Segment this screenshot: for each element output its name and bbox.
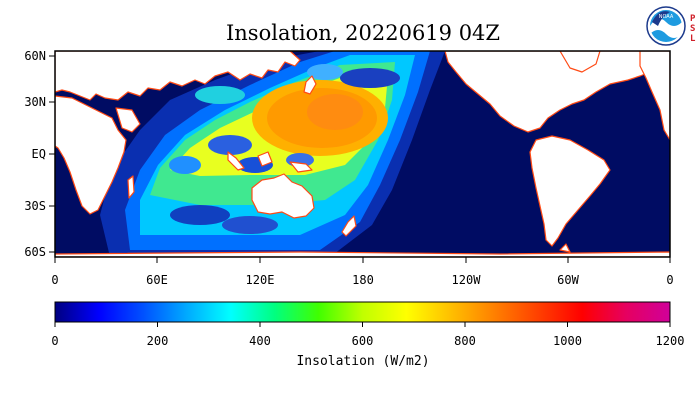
insolation-map	[55, 51, 670, 257]
arabia-land	[115, 107, 141, 133]
lon-label-120e: 120E	[246, 273, 275, 287]
lon-label-0: 0	[51, 273, 58, 287]
colorbar-ticks: 0 200 400 600 800 1000 1200	[51, 322, 684, 348]
colorbar-tick-label: 0	[51, 334, 58, 348]
africa-land	[55, 95, 127, 215]
australia-land	[251, 173, 315, 219]
psl-letter-l: L	[690, 34, 696, 44]
longitude-axis: 0 60E 120E 180 120W 60W 0	[51, 257, 674, 287]
colorbar-gradient	[54, 301, 671, 323]
new-zealand-land	[341, 215, 357, 237]
lat-label-60s: 60S	[24, 245, 46, 259]
lat-label-60n: 60N	[24, 49, 46, 63]
new-guinea-land	[289, 161, 313, 173]
antarctic-peninsula	[559, 243, 571, 253]
latitude-axis: 60N 30N EQ 30S 60S	[24, 49, 55, 259]
colorbar-tick-label: 1200	[656, 334, 685, 348]
eurasia-land	[55, 51, 301, 101]
colorbar-label: Insolation (W/m2)	[296, 354, 429, 369]
lat-label-30s: 30S	[24, 199, 46, 213]
lon-label-60w: 60W	[557, 273, 579, 287]
noaa-logo: NOAA	[646, 6, 686, 46]
psl-logo: P S L	[690, 14, 696, 44]
europe-west-land	[639, 51, 670, 141]
borneo-land	[257, 151, 273, 167]
sumatra-land	[227, 151, 245, 171]
colorbar-tick-label: 400	[249, 334, 271, 348]
noaa-logo-text: NOAA	[659, 14, 674, 20]
greenland-land	[559, 51, 601, 73]
lat-label-eq: EQ	[32, 147, 46, 161]
figure-title: Insolation, 20220619 04Z	[226, 21, 500, 45]
madagascar-land	[127, 175, 135, 199]
psl-letter-s: S	[690, 24, 695, 34]
antarctica-land	[55, 251, 670, 257]
south-america-land	[529, 135, 611, 247]
colorbar: 0 200 400 600 800 1000 1200 Insolation (W/m2)	[51, 301, 684, 369]
lon-label-0-end: 0	[666, 273, 673, 287]
land-masses	[55, 51, 670, 257]
lat-label-30n: 30N	[24, 95, 46, 109]
colorbar-tick-label: 1000	[553, 334, 582, 348]
colorbar-tick-label: 200	[147, 334, 169, 348]
colorbar-tick-label: 600	[352, 334, 374, 348]
colorbar-tick-label: 800	[454, 334, 476, 348]
lon-label-120w: 120W	[452, 273, 482, 287]
psl-letter-p: P	[690, 14, 696, 24]
japan-land	[303, 75, 317, 95]
daylight-field	[100, 51, 445, 257]
lon-label-60e: 60E	[146, 273, 168, 287]
lon-label-180: 180	[352, 273, 374, 287]
